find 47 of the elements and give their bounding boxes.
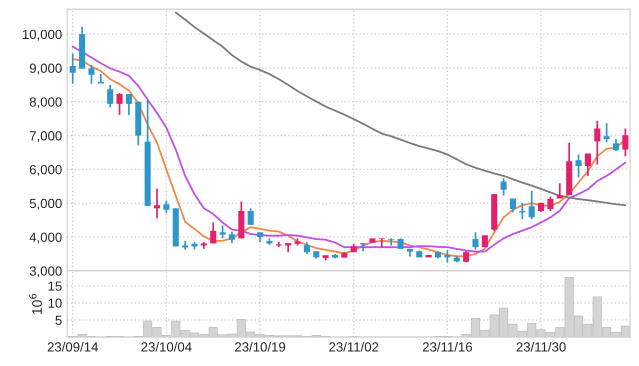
candlestick	[463, 250, 470, 264]
y-tick-label: 5,000	[30, 198, 62, 210]
candlestick	[604, 122, 610, 144]
candlestick	[472, 231, 479, 250]
candlestick	[154, 188, 160, 220]
y-axis-title: 10$^{6}$	[29, 294, 42, 314]
y-tick-label: 7,000	[30, 131, 62, 142]
y-tick-label: 9,000	[30, 64, 62, 74]
candlestick	[594, 120, 600, 166]
candlestick	[285, 242, 292, 254]
line-series	[174, 12, 626, 206]
candlestick	[510, 198, 516, 214]
candlestick	[228, 230, 235, 244]
candlestick	[248, 207, 254, 226]
y-tick-label: 10,000	[22, 30, 62, 41]
candlestick	[556, 182, 563, 200]
y-tick-label: 3,000	[30, 266, 62, 278]
candlestick	[116, 92, 123, 116]
candlestick	[612, 138, 620, 152]
x-tick-label: 23/11/02	[329, 342, 378, 352]
y-tick-label: 10	[48, 298, 62, 308]
candlestick	[88, 64, 94, 85]
x-tick-label: 23/10/19	[235, 342, 286, 352]
y-tick-label: 15	[48, 282, 62, 291]
candlestick	[547, 196, 554, 212]
candlestick	[500, 177, 507, 196]
candlestick	[519, 202, 526, 220]
candlestick	[126, 93, 132, 116]
x-tick-label: 23/11/16	[422, 342, 472, 352]
x-tick-label: 23/10/04	[141, 342, 192, 352]
candlestick	[163, 200, 170, 214]
candlestick	[107, 84, 114, 108]
y-tick-label: 5	[55, 316, 62, 325]
y-tick-label: 6,000	[30, 164, 62, 176]
candlestick	[528, 190, 535, 220]
candlestick	[398, 238, 404, 250]
x-tick-label: 23/09/14	[48, 342, 98, 352]
candlestick	[622, 128, 628, 158]
candlestick	[584, 152, 591, 177]
candlestick	[575, 154, 582, 178]
candlestick	[210, 222, 216, 244]
candlestick	[304, 241, 310, 255]
y-tick-label: 8,000	[30, 97, 62, 108]
candlestick	[70, 52, 76, 85]
x-tick-label: 23/11/30	[516, 342, 566, 352]
y-tick-label: 4,000	[30, 232, 62, 244]
candlestick	[444, 249, 450, 264]
